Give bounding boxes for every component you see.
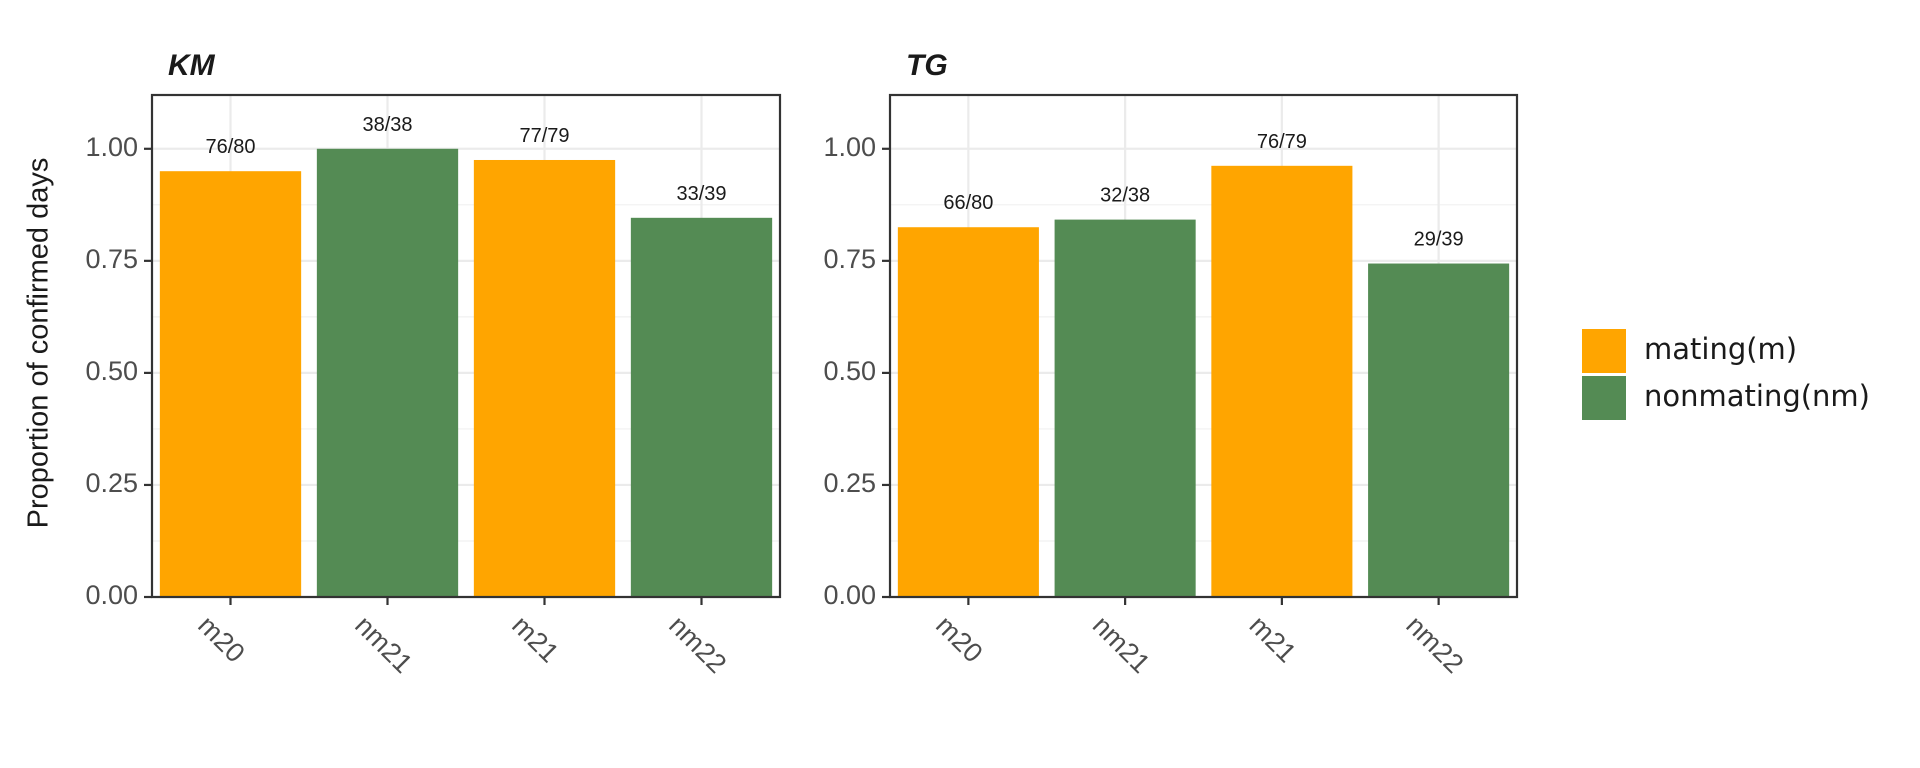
panel-border bbox=[888, 93, 1519, 599]
bar-value-label: 29/39 bbox=[1414, 229, 1464, 251]
legend: mating(m) nonmating(nm) bbox=[1582, 329, 1870, 420]
bar-nm22 bbox=[1368, 263, 1510, 597]
y-tick-label: 0.00 bbox=[823, 580, 876, 610]
panel-title: TG bbox=[906, 49, 948, 82]
bar-value-label: 33/39 bbox=[676, 183, 726, 205]
bar-value-label: 32/38 bbox=[1100, 185, 1150, 207]
panel-border bbox=[150, 93, 782, 599]
bar-nm21 bbox=[1054, 219, 1196, 597]
y-tick-label: 0.25 bbox=[823, 468, 876, 498]
y-tick-label: 0.25 bbox=[85, 468, 138, 498]
bar-nm22 bbox=[630, 217, 773, 597]
bar-m20 bbox=[159, 171, 302, 598]
y-tick-label: 1.00 bbox=[823, 132, 876, 162]
y-tick-label: 0.50 bbox=[85, 356, 138, 386]
bar-value-label: 76/80 bbox=[205, 136, 255, 158]
bar-nm21 bbox=[316, 148, 459, 598]
y-axis-title: Proportion of confirmed days bbox=[23, 158, 55, 529]
legend-key-mating bbox=[1582, 329, 1626, 373]
bar-value-label: 38/38 bbox=[362, 114, 412, 136]
legend-label-mating: mating(m) bbox=[1644, 332, 1797, 366]
y-tick-label: 1.00 bbox=[85, 132, 138, 162]
bar-m21 bbox=[1211, 165, 1353, 597]
bar-m20 bbox=[897, 227, 1039, 598]
panel-km: 76/80 38/38 77/79 33/39 0.00 0.25 0.50 0.75 1.00… bbox=[85, 49, 782, 679]
panel-tg: 66/80 32/38 76/79 29/39 0.00 0.25 0.50 0.75 1.00… bbox=[823, 49, 1519, 679]
y-tick-label: 0.50 bbox=[823, 356, 876, 386]
y-tick-label: 0.75 bbox=[85, 244, 138, 274]
y-tick-label: 0.75 bbox=[823, 244, 876, 274]
legend-key-nonmating bbox=[1582, 376, 1626, 420]
legend-label-nonmating: nonmating(nm) bbox=[1644, 379, 1870, 413]
panel-title: KM bbox=[168, 49, 216, 82]
bar-value-label: 66/80 bbox=[943, 192, 993, 214]
bar-m21 bbox=[473, 159, 616, 597]
y-tick-label: 0.00 bbox=[85, 580, 138, 610]
bar-value-label: 77/79 bbox=[519, 125, 569, 147]
bar-value-label: 76/79 bbox=[1257, 131, 1307, 153]
